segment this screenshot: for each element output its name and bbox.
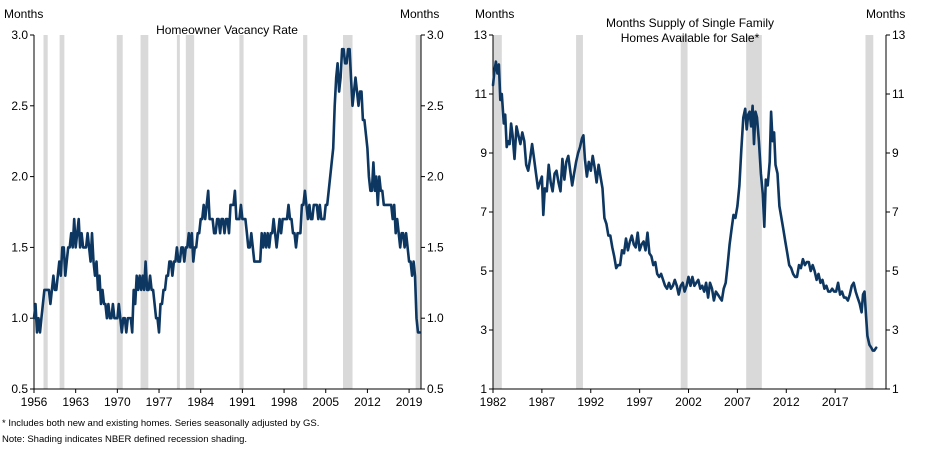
x-tick-label: 1991 <box>229 395 256 409</box>
y-tick-label: 1.5 <box>11 240 28 254</box>
series-line <box>491 60 878 352</box>
recession-band <box>303 35 308 389</box>
recession-band <box>576 35 583 389</box>
recession-band <box>176 35 180 389</box>
y-tick-label: 13 <box>474 28 488 42</box>
y-tick-label: 2.0 <box>11 170 28 184</box>
footnote: * Includes both new and existing homes. … <box>2 418 320 429</box>
recession-band <box>43 35 48 389</box>
x-tick-label: 1956 <box>21 395 48 409</box>
recession-band <box>343 35 353 389</box>
y-tick-label-right: 1.0 <box>427 311 444 325</box>
x-tick-label: 2012 <box>773 395 800 409</box>
recession-note: Note: Shading indicates NBER defined rec… <box>2 434 248 445</box>
x-tick-label: 1963 <box>62 395 89 409</box>
y-tick-label-right: 3 <box>892 323 899 337</box>
y-tick-label: 9 <box>480 146 487 160</box>
recession-band <box>59 35 65 389</box>
x-tick-label: 1970 <box>104 395 131 409</box>
x-tick-label: 1977 <box>146 395 173 409</box>
series-line <box>32 47 421 334</box>
y-tick-label-right: 2.0 <box>427 170 444 184</box>
x-tick-label: 2012 <box>354 395 381 409</box>
recession-band <box>493 35 502 389</box>
y-tick-label-right: 3.0 <box>427 28 444 42</box>
recession-band <box>746 35 762 389</box>
chart-title-line: Months Supply of Single Family <box>606 16 774 30</box>
y-axis-label-right: Months <box>400 7 439 21</box>
y-tick-label: 3.0 <box>11 28 28 42</box>
recession-band <box>116 35 123 389</box>
y-tick-label-right: 1 <box>892 382 899 396</box>
x-tick-label: 1987 <box>529 395 556 409</box>
x-tick-label: 1984 <box>187 395 214 409</box>
chart-title-line: Homes Available for Sale* <box>621 31 760 45</box>
vacancy-rate-chart: 0.5 0.5 1.0 1.0 1.5 1.5 2.0 2.0 2.5 2.5 3.0 3.0 1956… <box>4 7 444 409</box>
y-tick-label: 7 <box>480 205 487 219</box>
x-tick-label: 1982 <box>480 395 507 409</box>
y-tick-label-right: 2.5 <box>427 99 444 113</box>
y-tick-label: 1 <box>480 382 487 396</box>
y-tick-label-right: 5 <box>892 264 899 278</box>
y-tick-label: 5 <box>480 264 487 278</box>
y-tick-label-right: 9 <box>892 146 899 160</box>
x-tick-label: 2019 <box>396 395 423 409</box>
recession-band <box>865 35 874 389</box>
y-tick-label-right: 7 <box>892 205 899 219</box>
y-tick-label: 0.5 <box>11 382 28 396</box>
y-tick-label-right: 13 <box>892 28 906 42</box>
y-axis-label-left: Months <box>475 7 514 21</box>
y-tick-label-right: 11 <box>892 87 905 101</box>
y-tick-label: 2.5 <box>11 99 28 113</box>
recession-band <box>140 35 149 389</box>
y-tick-label-right: 1.5 <box>427 240 444 254</box>
x-tick-label: 1997 <box>626 395 653 409</box>
y-tick-label: 11 <box>475 87 488 101</box>
recession-band <box>415 35 421 389</box>
x-tick-label: 1998 <box>271 395 298 409</box>
x-tick-label: 2005 <box>312 395 339 409</box>
y-tick-label: 1.0 <box>11 311 28 325</box>
recession-band <box>680 35 688 389</box>
x-tick-label: 1992 <box>577 395 604 409</box>
x-tick-label: 2017 <box>822 395 849 409</box>
x-tick-label: 2002 <box>675 395 702 409</box>
y-tick-label: 3 <box>480 323 487 337</box>
y-axis-label-left: Months <box>4 7 43 21</box>
chart-title: Homeowner Vacancy Rate <box>156 23 298 37</box>
recession-band <box>185 35 195 389</box>
x-tick-label: 2007 <box>724 395 751 409</box>
y-axis-label-right: Months <box>866 7 905 21</box>
y-tick-label-right: 0.5 <box>427 382 444 396</box>
